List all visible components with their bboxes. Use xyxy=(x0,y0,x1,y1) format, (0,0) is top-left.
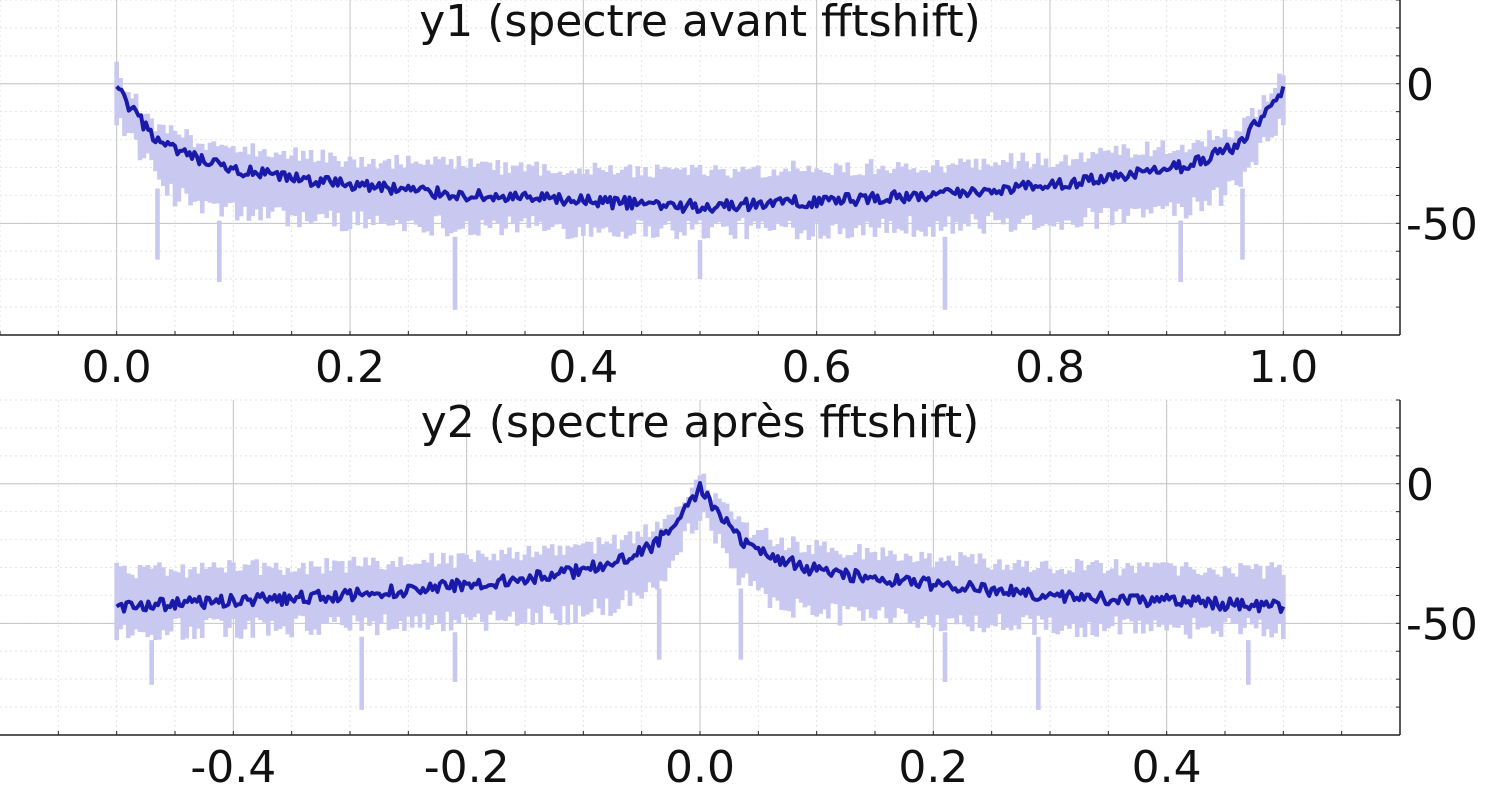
tick-labels: -0.4 -0.2 0.0 0.2 0.4 0 -50 xyxy=(190,460,1477,793)
smoothed-spectrum-series xyxy=(115,481,1286,614)
y-tick-label: 0 xyxy=(1406,60,1434,111)
chart-title: y2 (spectre après fftshift) xyxy=(421,397,979,448)
y-tick-label: -50 xyxy=(1406,199,1478,250)
tick-labels: 0.0 0.2 0.4 0.6 0.8 1.0 0 -50 xyxy=(82,60,1478,393)
x-tick-label: 0.2 xyxy=(315,342,385,393)
x-tick-label: 0.4 xyxy=(1132,742,1202,793)
x-tick-label: 0.0 xyxy=(82,342,152,393)
x-tick-label: 0.6 xyxy=(782,342,852,393)
smoothed-spectrum-line xyxy=(115,85,1286,214)
chart-title: y1 (spectre avant fftshift) xyxy=(419,0,981,47)
x-tick-label: 0.0 xyxy=(665,742,735,793)
x-tick-label: 0.8 xyxy=(1015,342,1085,393)
top-spectrum-panel: 0.0 0.2 0.4 0.6 0.8 1.0 0 -50 y1 (spectre avant… xyxy=(0,0,1478,393)
smoothed-spectrum-series xyxy=(115,85,1286,214)
x-tick-label: -0.2 xyxy=(424,742,510,793)
y-tick-label: -50 xyxy=(1406,599,1478,650)
x-tick-label: 0.4 xyxy=(548,342,618,393)
x-tick-label: 0.2 xyxy=(898,742,968,793)
x-tick-label: -0.4 xyxy=(190,742,276,793)
smoothed-spectrum-line xyxy=(115,481,1286,614)
y-tick-label: 0 xyxy=(1406,460,1434,511)
axes xyxy=(0,399,1401,736)
x-tick-label: 1.0 xyxy=(1248,342,1318,393)
axes xyxy=(0,0,1401,336)
raw-spectrum-series xyxy=(114,61,1286,310)
bottom-spectrum-panel: -0.4 -0.2 0.0 0.2 0.4 0 -50 y2 (spectre après … xyxy=(0,397,1478,793)
